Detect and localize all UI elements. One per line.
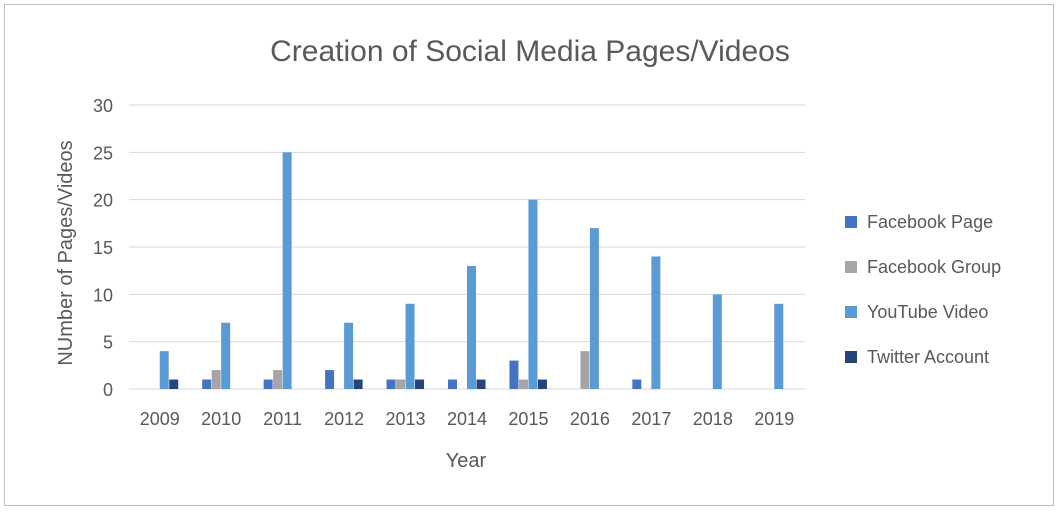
legend-swatch	[845, 351, 857, 363]
y-tick-label: 10	[93, 285, 113, 305]
bar-youtube-video-2011	[282, 152, 292, 389]
y-tick-label: 15	[93, 238, 113, 258]
bar-youtube-video-2010	[221, 322, 231, 389]
y-axis-ticks: 0 5 10 15 20 25 30	[93, 96, 113, 400]
legend-swatch	[845, 261, 857, 273]
legend-label: Facebook Group	[867, 257, 1001, 277]
bar-facebook-page-2011	[263, 379, 273, 389]
x-tick-label: 2009	[140, 409, 180, 429]
y-tick-label: 25	[93, 143, 113, 163]
bar-youtube-video-2017	[651, 256, 661, 389]
bar-twitter-account-2013	[415, 379, 425, 389]
x-tick-label: 2011	[263, 409, 302, 429]
bar-facebook-page-2014	[448, 379, 457, 389]
bar-chart: Creation of Social Media Pages/Videos 0 5…	[55, 35, 1001, 472]
x-axis-ticks: 2009 2010 2011 2012 2013 2014 2015 2016 2017 2018…	[140, 409, 795, 429]
x-axis-label: Year	[446, 450, 487, 472]
bar-facebook-page-2013	[386, 379, 396, 389]
bar-facebook-group-2010	[211, 370, 221, 389]
bar-facebook-group-2011	[273, 370, 283, 389]
bar-facebook-page-2017	[632, 379, 642, 389]
bar-facebook-page-2015	[509, 360, 519, 389]
y-tick-label: 30	[93, 96, 113, 116]
bar-twitter-account-2009	[169, 379, 179, 389]
bar-youtube-video-2015	[528, 199, 538, 389]
y-axis-label: NUmber of Pages/Videos	[55, 140, 77, 365]
x-tick-label: 2017	[631, 409, 671, 429]
x-tick-label: 2019	[754, 409, 794, 429]
y-tick-label: 0	[103, 380, 113, 400]
bar-youtube-video-2014	[467, 265, 476, 389]
x-tick-label: 2010	[201, 409, 241, 429]
legend-label: YouTube Video	[867, 302, 988, 322]
legend-label: Facebook Page	[867, 212, 993, 232]
legend-swatch	[845, 216, 857, 228]
x-tick-label: 2014	[447, 409, 487, 429]
bar-twitter-account-2014	[476, 379, 486, 389]
legend-label: Twitter Account	[867, 347, 989, 367]
y-tick-label: 20	[93, 191, 113, 211]
bar-youtube-video-2012	[344, 322, 354, 389]
x-tick-label: 2018	[693, 409, 733, 429]
bar-facebook-group-2013	[396, 379, 406, 389]
x-tick-label: 2012	[324, 409, 364, 429]
bar-youtube-video-2013	[405, 303, 415, 389]
bar-youtube-video-2009	[159, 351, 169, 389]
chart-frame: Creation of Social Media Pages/Videos 0 5…	[4, 4, 1054, 506]
x-tick-label: 2013	[386, 409, 426, 429]
legend: Facebook Page Facebook Group YouTube Video…	[845, 212, 1001, 367]
legend-swatch	[845, 306, 857, 318]
bar-facebook-group-2016	[580, 351, 590, 389]
bars	[159, 152, 784, 389]
bar-youtube-video-2019	[774, 303, 784, 389]
bar-facebook-page-2010	[202, 379, 212, 389]
bar-twitter-account-2015	[537, 379, 547, 389]
x-tick-label: 2015	[508, 409, 548, 429]
bar-facebook-page-2012	[325, 370, 335, 389]
chart-title: Creation of Social Media Pages/Videos	[270, 35, 790, 68]
bar-youtube-video-2016	[589, 228, 599, 389]
x-tick-label: 2016	[570, 409, 610, 429]
y-tick-label: 5	[103, 333, 113, 353]
bar-twitter-account-2012	[353, 379, 363, 389]
bar-facebook-group-2015	[518, 379, 528, 389]
bar-youtube-video-2018	[712, 294, 722, 389]
